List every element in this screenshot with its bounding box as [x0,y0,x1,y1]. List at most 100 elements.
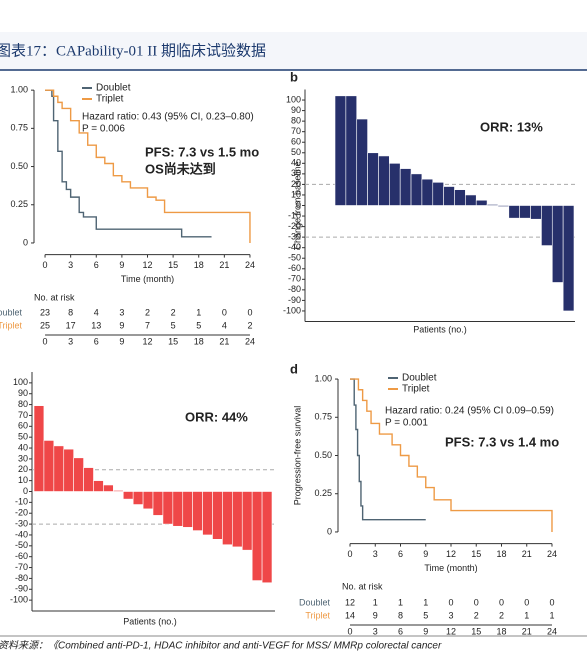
annotation: ORR: 44% [185,409,248,424]
y-tick-label: -70 [15,562,28,572]
y-tick-label: 0 [23,486,28,496]
y-tick-label: -100 [283,305,301,315]
risk-count: 2 [247,320,252,330]
y-tick-label: -50 [15,540,28,550]
bar [367,152,379,206]
risk-count: 4 [94,307,99,317]
bar [172,491,184,527]
risk-count: 8 [398,610,403,620]
risk-x-tick-label: 15 [471,626,481,636]
bar [541,205,553,246]
risk-count: 25 [40,320,50,330]
x-tick-label: 15 [471,549,481,559]
annotation: OS尚未达到 [145,161,216,176]
legend-label: Doublet [402,373,437,384]
annotation: PFS: 7.3 vs 1.5 mo [145,144,259,159]
y-tick-label: 0.25 [10,199,28,209]
risk-count: 2 [171,307,176,317]
risk-count: 2 [474,610,479,620]
survival-curve [350,378,426,521]
risk-count: 3 [448,610,453,620]
bar [378,155,390,206]
risk-count: 9 [119,320,124,330]
risk-x-tick-label: 15 [168,336,178,346]
y-tick-label: 50 [291,147,301,157]
annotation: ORR: 13% [480,119,543,134]
risk-count: 1 [196,307,201,317]
x-tick-label: 18 [194,260,204,270]
bar [63,448,74,492]
panel-label: b [290,69,298,84]
bar [132,491,144,505]
bar [212,491,223,540]
risk-x-tick-label: 12 [446,626,456,636]
bar [103,484,114,492]
survival-curve [350,378,553,532]
risk-x-tick-label: 21 [522,626,532,636]
annotation: Hazard ratio: 0.24 (95% CI 0.09–0.59) [385,406,554,417]
risk-count: 9 [373,610,378,620]
x-tick-label: 6 [398,549,403,559]
risk-count: 3 [119,307,124,317]
y-tick-label: 100 [13,377,28,387]
y-tick-label: -40 [15,529,28,539]
risk-count: 0 [222,307,227,317]
bar [83,467,94,492]
bar [530,205,542,220]
x-axis-label: Patients (no.) [413,324,467,334]
risk-count: 5 [196,320,201,330]
risk-x-tick-label: 0 [348,626,353,636]
risk-count: 5 [423,610,428,620]
risk-count: 1 [398,597,403,607]
risk-x-tick-label: 3 [68,336,73,346]
y-tick-label: 100 [286,94,301,104]
bar [443,186,455,206]
bar [142,491,154,510]
y-tick-label: 80 [291,116,301,126]
x-tick-label: 21 [219,260,229,270]
y-tick-label: 0 [296,200,301,210]
bar [93,480,104,492]
bar [454,189,466,206]
y-tick-label: 0.75 [314,412,332,422]
risk-x-tick-label: 3 [373,626,378,636]
y-tick-label: -30 [15,518,28,528]
x-tick-label: 24 [547,549,557,559]
y-tick-label: 1.00 [10,85,28,95]
y-tick-label: 90 [291,105,301,115]
risk-count: 1 [423,597,428,607]
bar [345,95,358,206]
risk-x-tick-label: 6 [94,336,99,346]
annotation: Hazard ratio: 0.43 (95% CI, 0.23–0.80) [82,112,254,123]
risk-x-tick-label: 21 [219,336,229,346]
bar [162,491,174,525]
risk-title: No. at risk [342,581,383,591]
bar [508,205,520,219]
y-tick-label: 0.50 [314,450,332,460]
x-tick-label: 21 [522,549,532,559]
y-tick-label: 60 [291,137,301,147]
y-tick-label: -50 [288,253,301,263]
bar [73,457,84,492]
annotation: P = 0.006 [82,124,125,135]
x-tick-label: 15 [168,260,178,270]
y-tick-label: 60 [18,421,28,431]
panel-label: d [290,361,298,376]
y-tick-label: 10 [291,189,301,199]
bar [551,205,564,283]
y-tick-label: 1.00 [314,373,332,383]
header-band [0,32,587,70]
y-tick-label: 40 [18,442,28,452]
y-tick-label: -70 [288,274,301,284]
bar [241,491,253,551]
y-tick-label: 0.75 [10,123,28,133]
y-tick-label: -80 [288,284,301,294]
bar [53,445,65,492]
risk-title: No. at risk [34,292,75,302]
risk-count: 2 [145,307,150,317]
bar [432,182,444,206]
y-tick-label: 0.50 [10,161,28,171]
risk-x-tick-label: 6 [398,626,403,636]
risk-count: 12 [345,597,355,607]
risk-count: 1 [373,597,378,607]
